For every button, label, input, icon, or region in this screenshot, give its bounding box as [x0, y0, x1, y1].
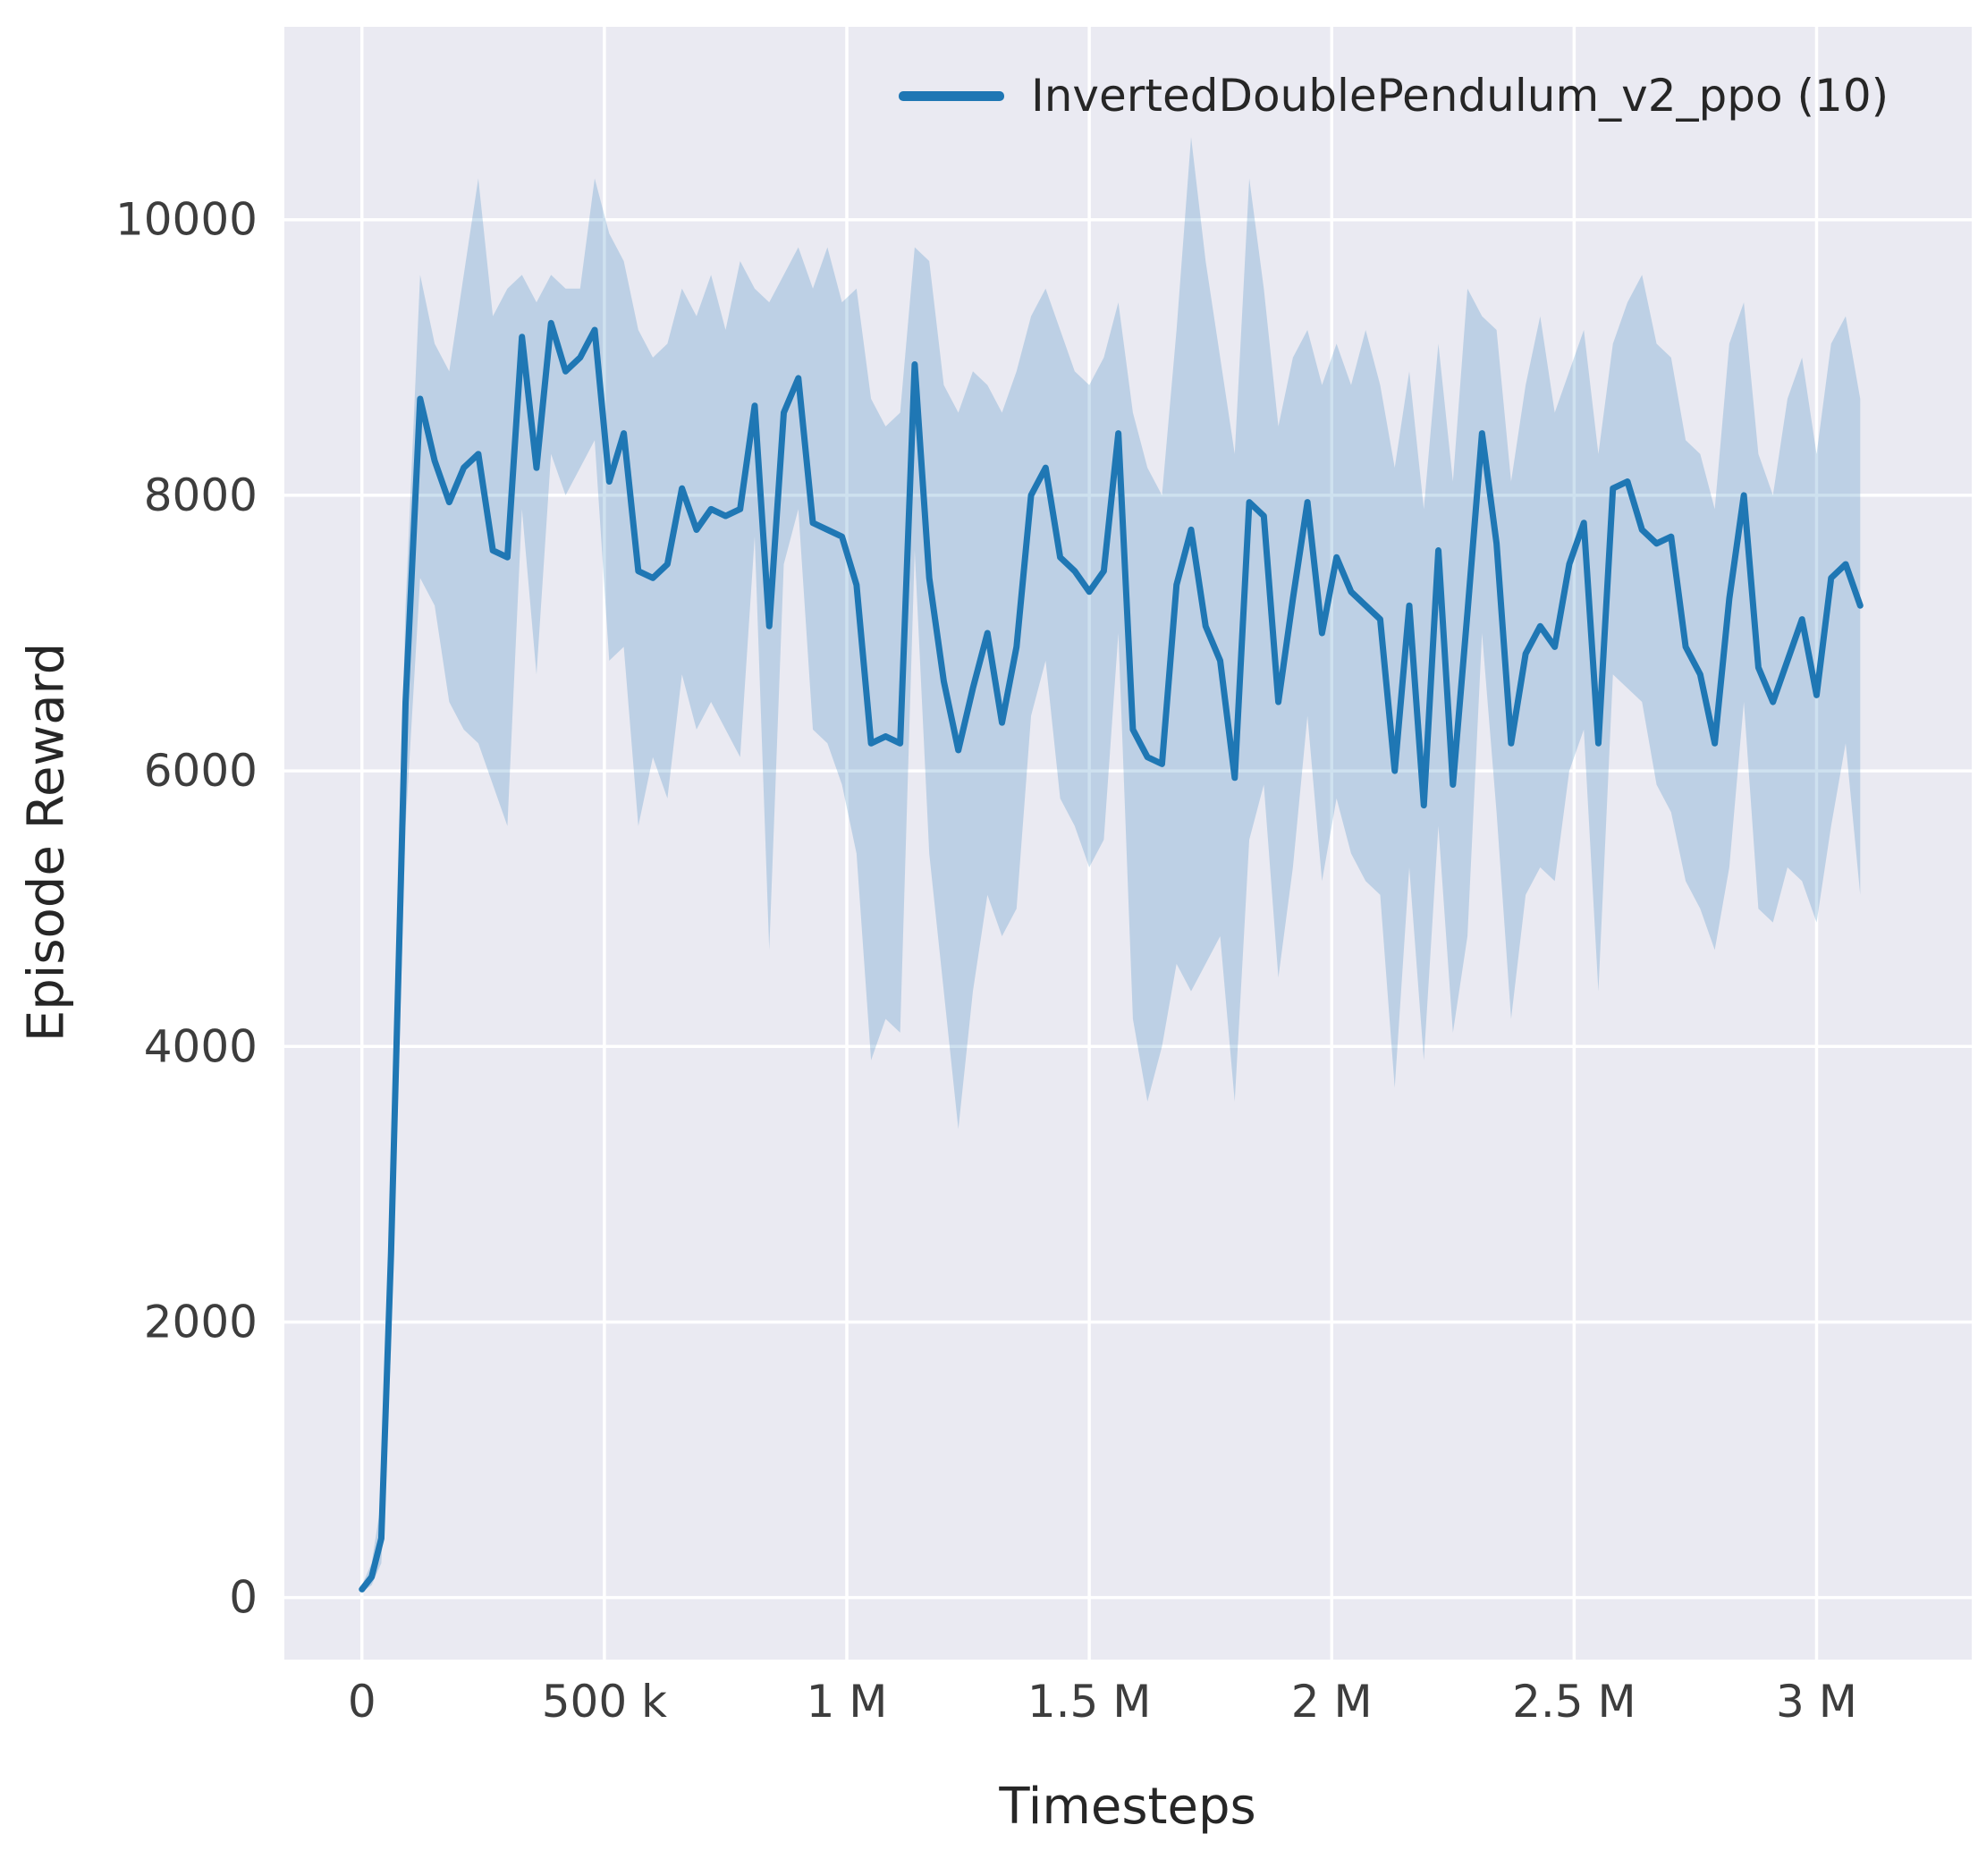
y-tick-label: 10000: [115, 194, 258, 246]
confidence-band: [361, 137, 1861, 1593]
x-tick-label: 2 M: [1291, 1676, 1373, 1728]
plot-panel: [284, 27, 1972, 1660]
legend-label: InvertedDoublePendulum_v2_ppo (10): [1031, 70, 1889, 122]
y-tick-label: 2000: [144, 1296, 258, 1348]
x-tick-label: 2.5 M: [1512, 1676, 1636, 1728]
y-tick-label: 6000: [144, 745, 258, 797]
x-tick-label: 3 M: [1776, 1676, 1857, 1728]
y-axis-label: Episode Reward: [17, 642, 76, 1043]
x-tick-label: 1.5 M: [1027, 1676, 1152, 1728]
legend: InvertedDoublePendulum_v2_ppo (10): [899, 70, 1889, 122]
y-tick-label: 4000: [144, 1020, 258, 1072]
x-axis-label: Timesteps: [999, 1778, 1256, 1836]
x-tick-label: 0: [348, 1676, 376, 1728]
x-tick-label: 500 k: [542, 1676, 667, 1728]
mean-line: [359, 319, 1864, 1593]
x-tick-label: 1 M: [807, 1676, 888, 1728]
y-tick-label: 8000: [144, 469, 258, 521]
y-tick-label: 0: [229, 1572, 258, 1624]
legend-line-swatch: [899, 90, 1004, 101]
